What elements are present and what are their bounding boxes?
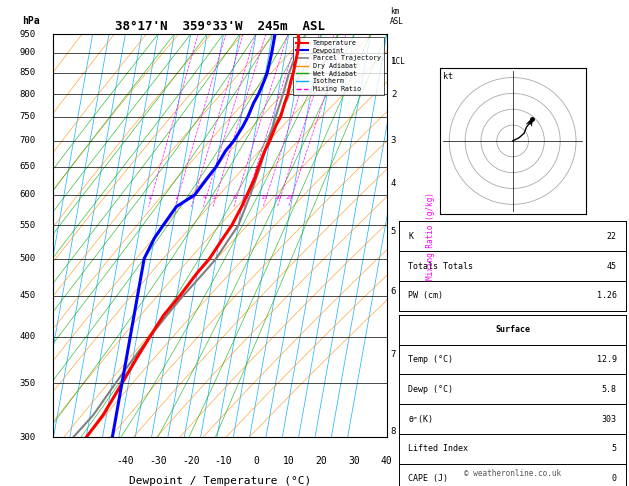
Text: 4: 4 (203, 195, 206, 200)
Title: 38°17'N  359°33'W  245m  ASL: 38°17'N 359°33'W 245m ASL (115, 20, 325, 33)
Text: 20: 20 (274, 195, 282, 200)
Text: 8: 8 (233, 195, 237, 200)
Text: -40: -40 (116, 455, 134, 466)
Text: 1.26: 1.26 (597, 292, 617, 300)
Text: 900: 900 (19, 49, 35, 57)
Text: 2: 2 (174, 195, 178, 200)
Text: 450: 450 (19, 291, 35, 300)
Text: 6: 6 (391, 287, 396, 296)
Text: -20: -20 (182, 455, 199, 466)
Text: 5: 5 (612, 444, 617, 453)
Text: 650: 650 (19, 162, 35, 172)
Text: 7: 7 (391, 350, 396, 359)
Text: 4: 4 (391, 179, 396, 188)
Text: 950: 950 (19, 30, 35, 38)
Text: -30: -30 (149, 455, 167, 466)
Text: 550: 550 (19, 221, 35, 230)
Text: 2: 2 (391, 89, 396, 99)
Text: 1: 1 (391, 57, 396, 66)
Text: Lifted Index: Lifted Index (408, 444, 469, 453)
Text: Surface: Surface (495, 325, 530, 334)
Text: 15: 15 (260, 195, 268, 200)
Text: 0: 0 (612, 474, 617, 483)
Text: Dewpoint / Temperature (°C): Dewpoint / Temperature (°C) (129, 476, 311, 486)
Text: km
ASL: km ASL (390, 7, 404, 26)
Text: 40: 40 (381, 455, 392, 466)
Text: 30: 30 (348, 455, 360, 466)
Text: 3: 3 (391, 137, 396, 145)
Text: 3: 3 (191, 195, 194, 200)
Text: 1: 1 (148, 195, 152, 200)
Text: PW (cm): PW (cm) (408, 292, 443, 300)
Text: 600: 600 (19, 191, 35, 199)
Text: θᵉ(K): θᵉ(K) (408, 415, 433, 424)
Text: 750: 750 (19, 112, 35, 121)
Legend: Temperature, Dewpoint, Parcel Trajectory, Dry Adiabat, Wet Adiabat, Isotherm, Mi: Temperature, Dewpoint, Parcel Trajectory… (293, 37, 384, 95)
Text: 700: 700 (19, 137, 35, 145)
Text: 10: 10 (242, 195, 248, 200)
Text: 350: 350 (19, 379, 35, 388)
Text: 12.9: 12.9 (597, 355, 617, 364)
Text: 8: 8 (391, 427, 396, 436)
Text: K: K (408, 232, 413, 241)
Text: hPa: hPa (22, 16, 40, 26)
Text: 20: 20 (316, 455, 327, 466)
Text: Mixing Ratio (g/kg): Mixing Ratio (g/kg) (426, 192, 435, 279)
Text: 400: 400 (19, 332, 35, 341)
Text: Temp (°C): Temp (°C) (408, 355, 454, 364)
Text: 500: 500 (19, 254, 35, 263)
Text: 5: 5 (391, 227, 396, 236)
Text: 25: 25 (286, 195, 293, 200)
Text: 800: 800 (19, 89, 35, 99)
Text: 5.8: 5.8 (602, 385, 617, 394)
Text: LCL: LCL (391, 57, 404, 66)
Text: 45: 45 (607, 261, 617, 271)
Text: © weatheronline.co.uk: © weatheronline.co.uk (464, 469, 561, 478)
Text: Totals Totals: Totals Totals (408, 261, 474, 271)
Text: kt: kt (443, 72, 453, 82)
Text: 850: 850 (19, 69, 35, 77)
Text: 0: 0 (253, 455, 259, 466)
Text: 10: 10 (283, 455, 294, 466)
Text: 22: 22 (607, 232, 617, 241)
Text: CAPE (J): CAPE (J) (408, 474, 448, 483)
Text: -10: -10 (214, 455, 232, 466)
Text: 300: 300 (19, 433, 35, 442)
Text: 303: 303 (602, 415, 617, 424)
Text: Dewp (°C): Dewp (°C) (408, 385, 454, 394)
Text: 5: 5 (212, 195, 216, 200)
